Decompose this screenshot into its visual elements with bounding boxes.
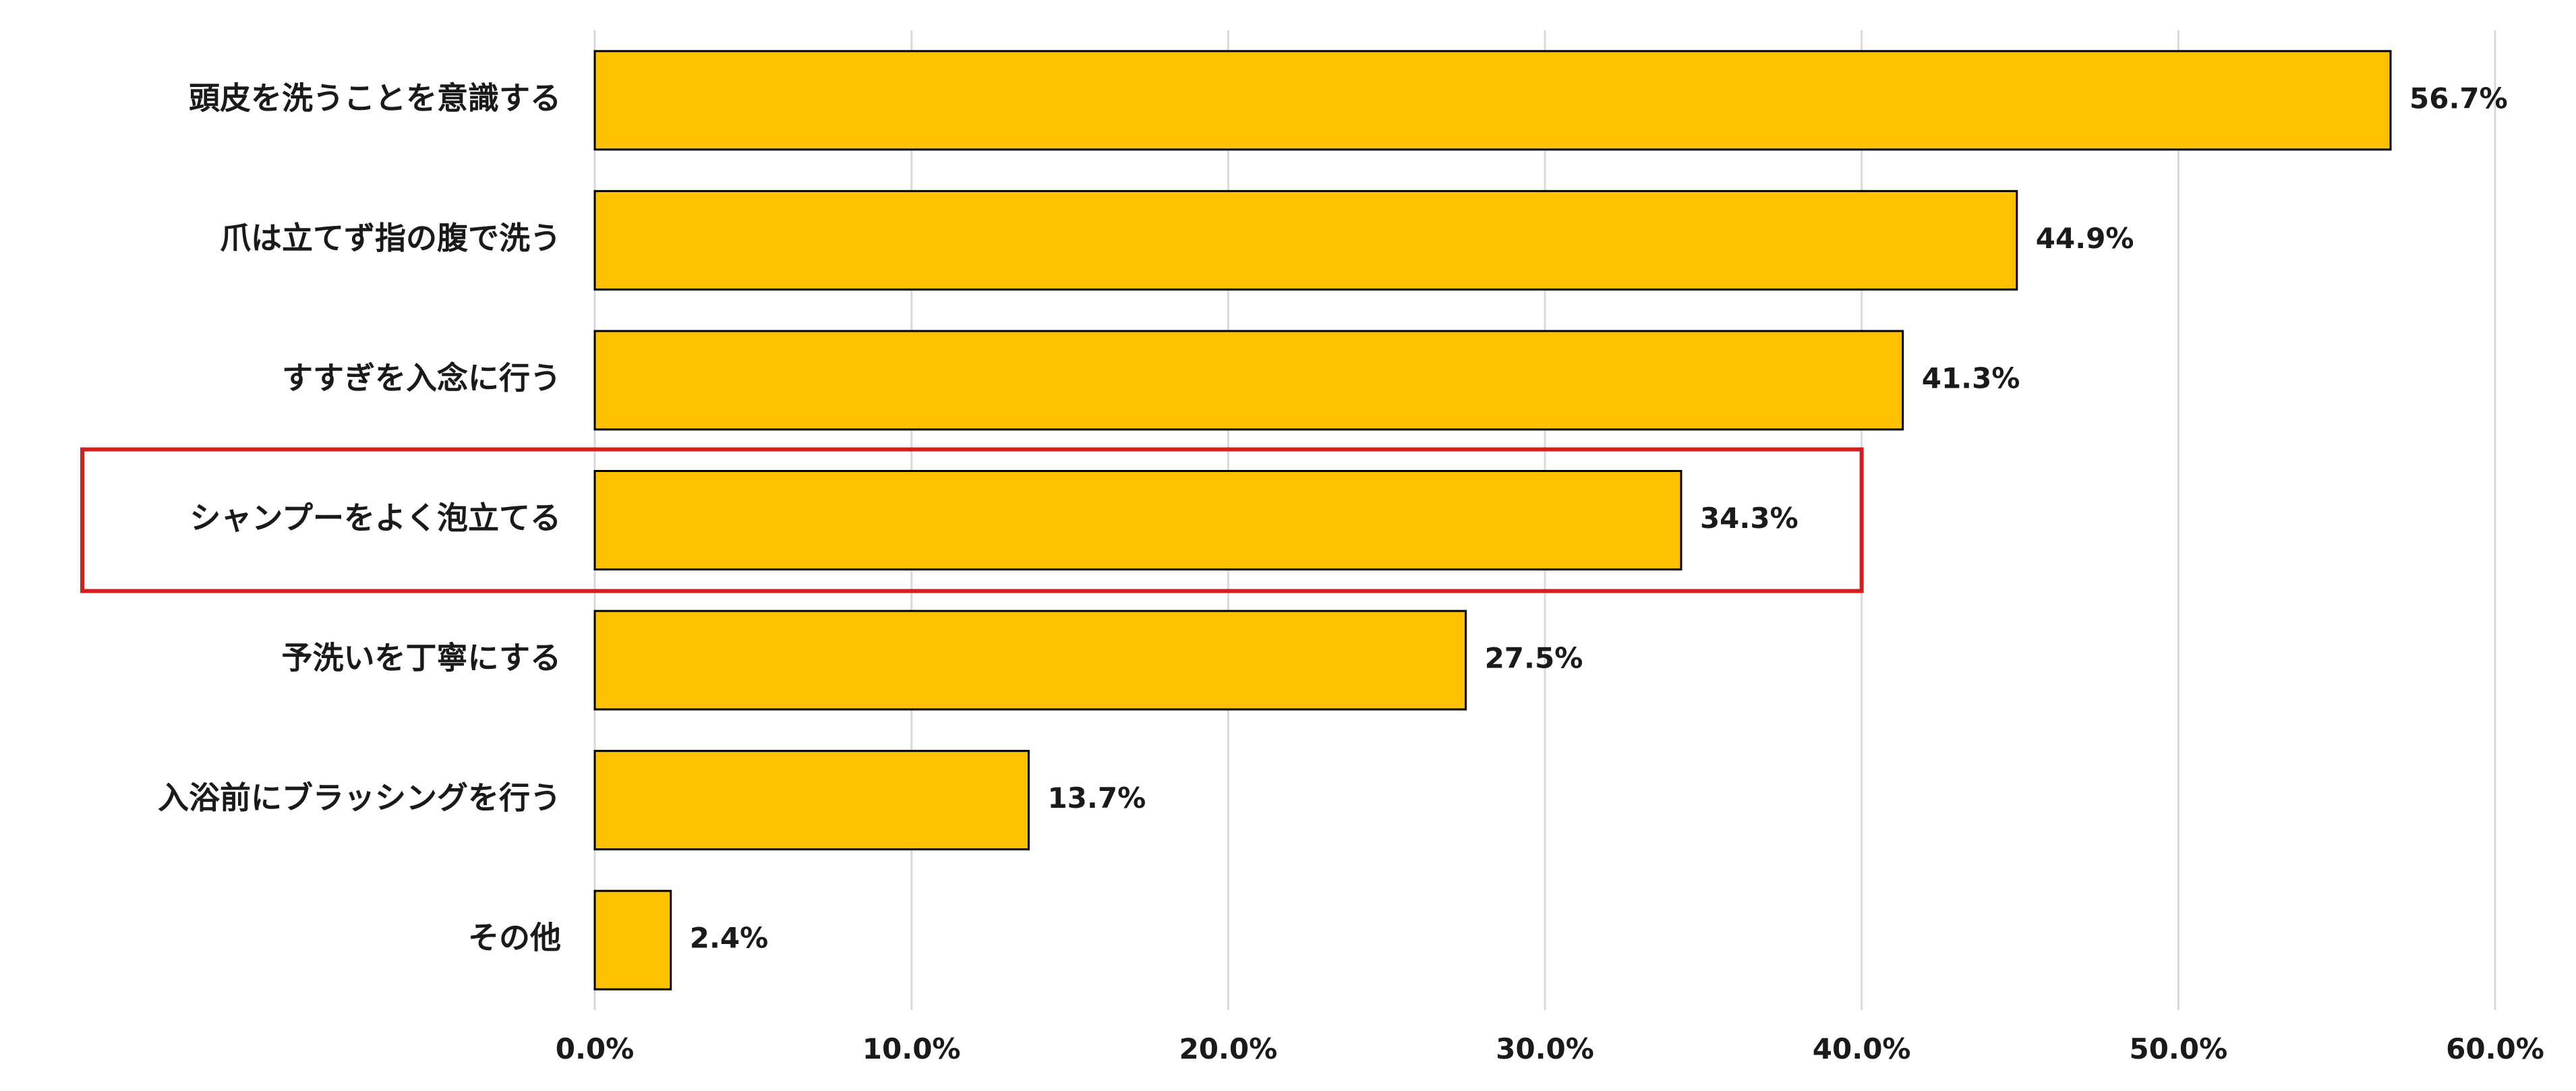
bar [593, 889, 672, 991]
value-label: 41.3% [1922, 361, 2020, 394]
bar [593, 50, 2392, 151]
highlight-layer [80, 447, 1864, 593]
value-label: 56.7% [2409, 82, 2508, 115]
bar [593, 470, 1682, 570]
bar [593, 750, 1030, 851]
bar [593, 330, 1904, 431]
x-tick-label: 60.0% [2446, 1032, 2544, 1065]
x-tick-label: 40.0% [1813, 1032, 1911, 1065]
category-label: 入浴前にブラッシングを行う [158, 779, 561, 816]
value-label: 13.7% [1047, 782, 1146, 815]
x-tick-label: 50.0% [2129, 1032, 2227, 1065]
value-label: 27.5% [1485, 642, 1583, 675]
x-tick-label: 30.0% [1496, 1032, 1594, 1065]
x-tick-label: 20.0% [1179, 1032, 1277, 1065]
value-label: 2.4% [690, 922, 768, 955]
x-tick-label: 0.0% [556, 1032, 634, 1065]
category-label: 予洗いを丁寧にする [282, 640, 561, 676]
value-label: 44.9% [2036, 222, 2134, 255]
category-label: 頭皮を洗うことを意識する [189, 80, 561, 116]
bar [593, 189, 2018, 291]
bars [593, 50, 2392, 991]
category-label: シャンプーをよく泡立てる [189, 500, 561, 536]
bar [593, 610, 1467, 711]
value-labels: 56.7% 44.9% 41.3% 34.3% 27.5% 13.7% 2.4% [690, 82, 2508, 954]
category-labels: 頭皮を洗うことを意識する爪は立てず指の腹で洗うすすぎを入念に行うシャンプーをよく… [158, 80, 561, 955]
value-label: 34.3% [1700, 502, 1798, 535]
category-label: その他 [468, 920, 561, 956]
x-tick-label: 10.0% [862, 1032, 961, 1065]
category-label: 爪は立てず指の腹で洗う [220, 220, 561, 256]
category-label: すすぎを入念に行う [282, 359, 561, 396]
x-axis-tick-labels: 0.0% 10.0% 20.0% 30.0% 40.0% 50.0% 60.0% [556, 1032, 2544, 1065]
highlight-box [80, 447, 1864, 593]
